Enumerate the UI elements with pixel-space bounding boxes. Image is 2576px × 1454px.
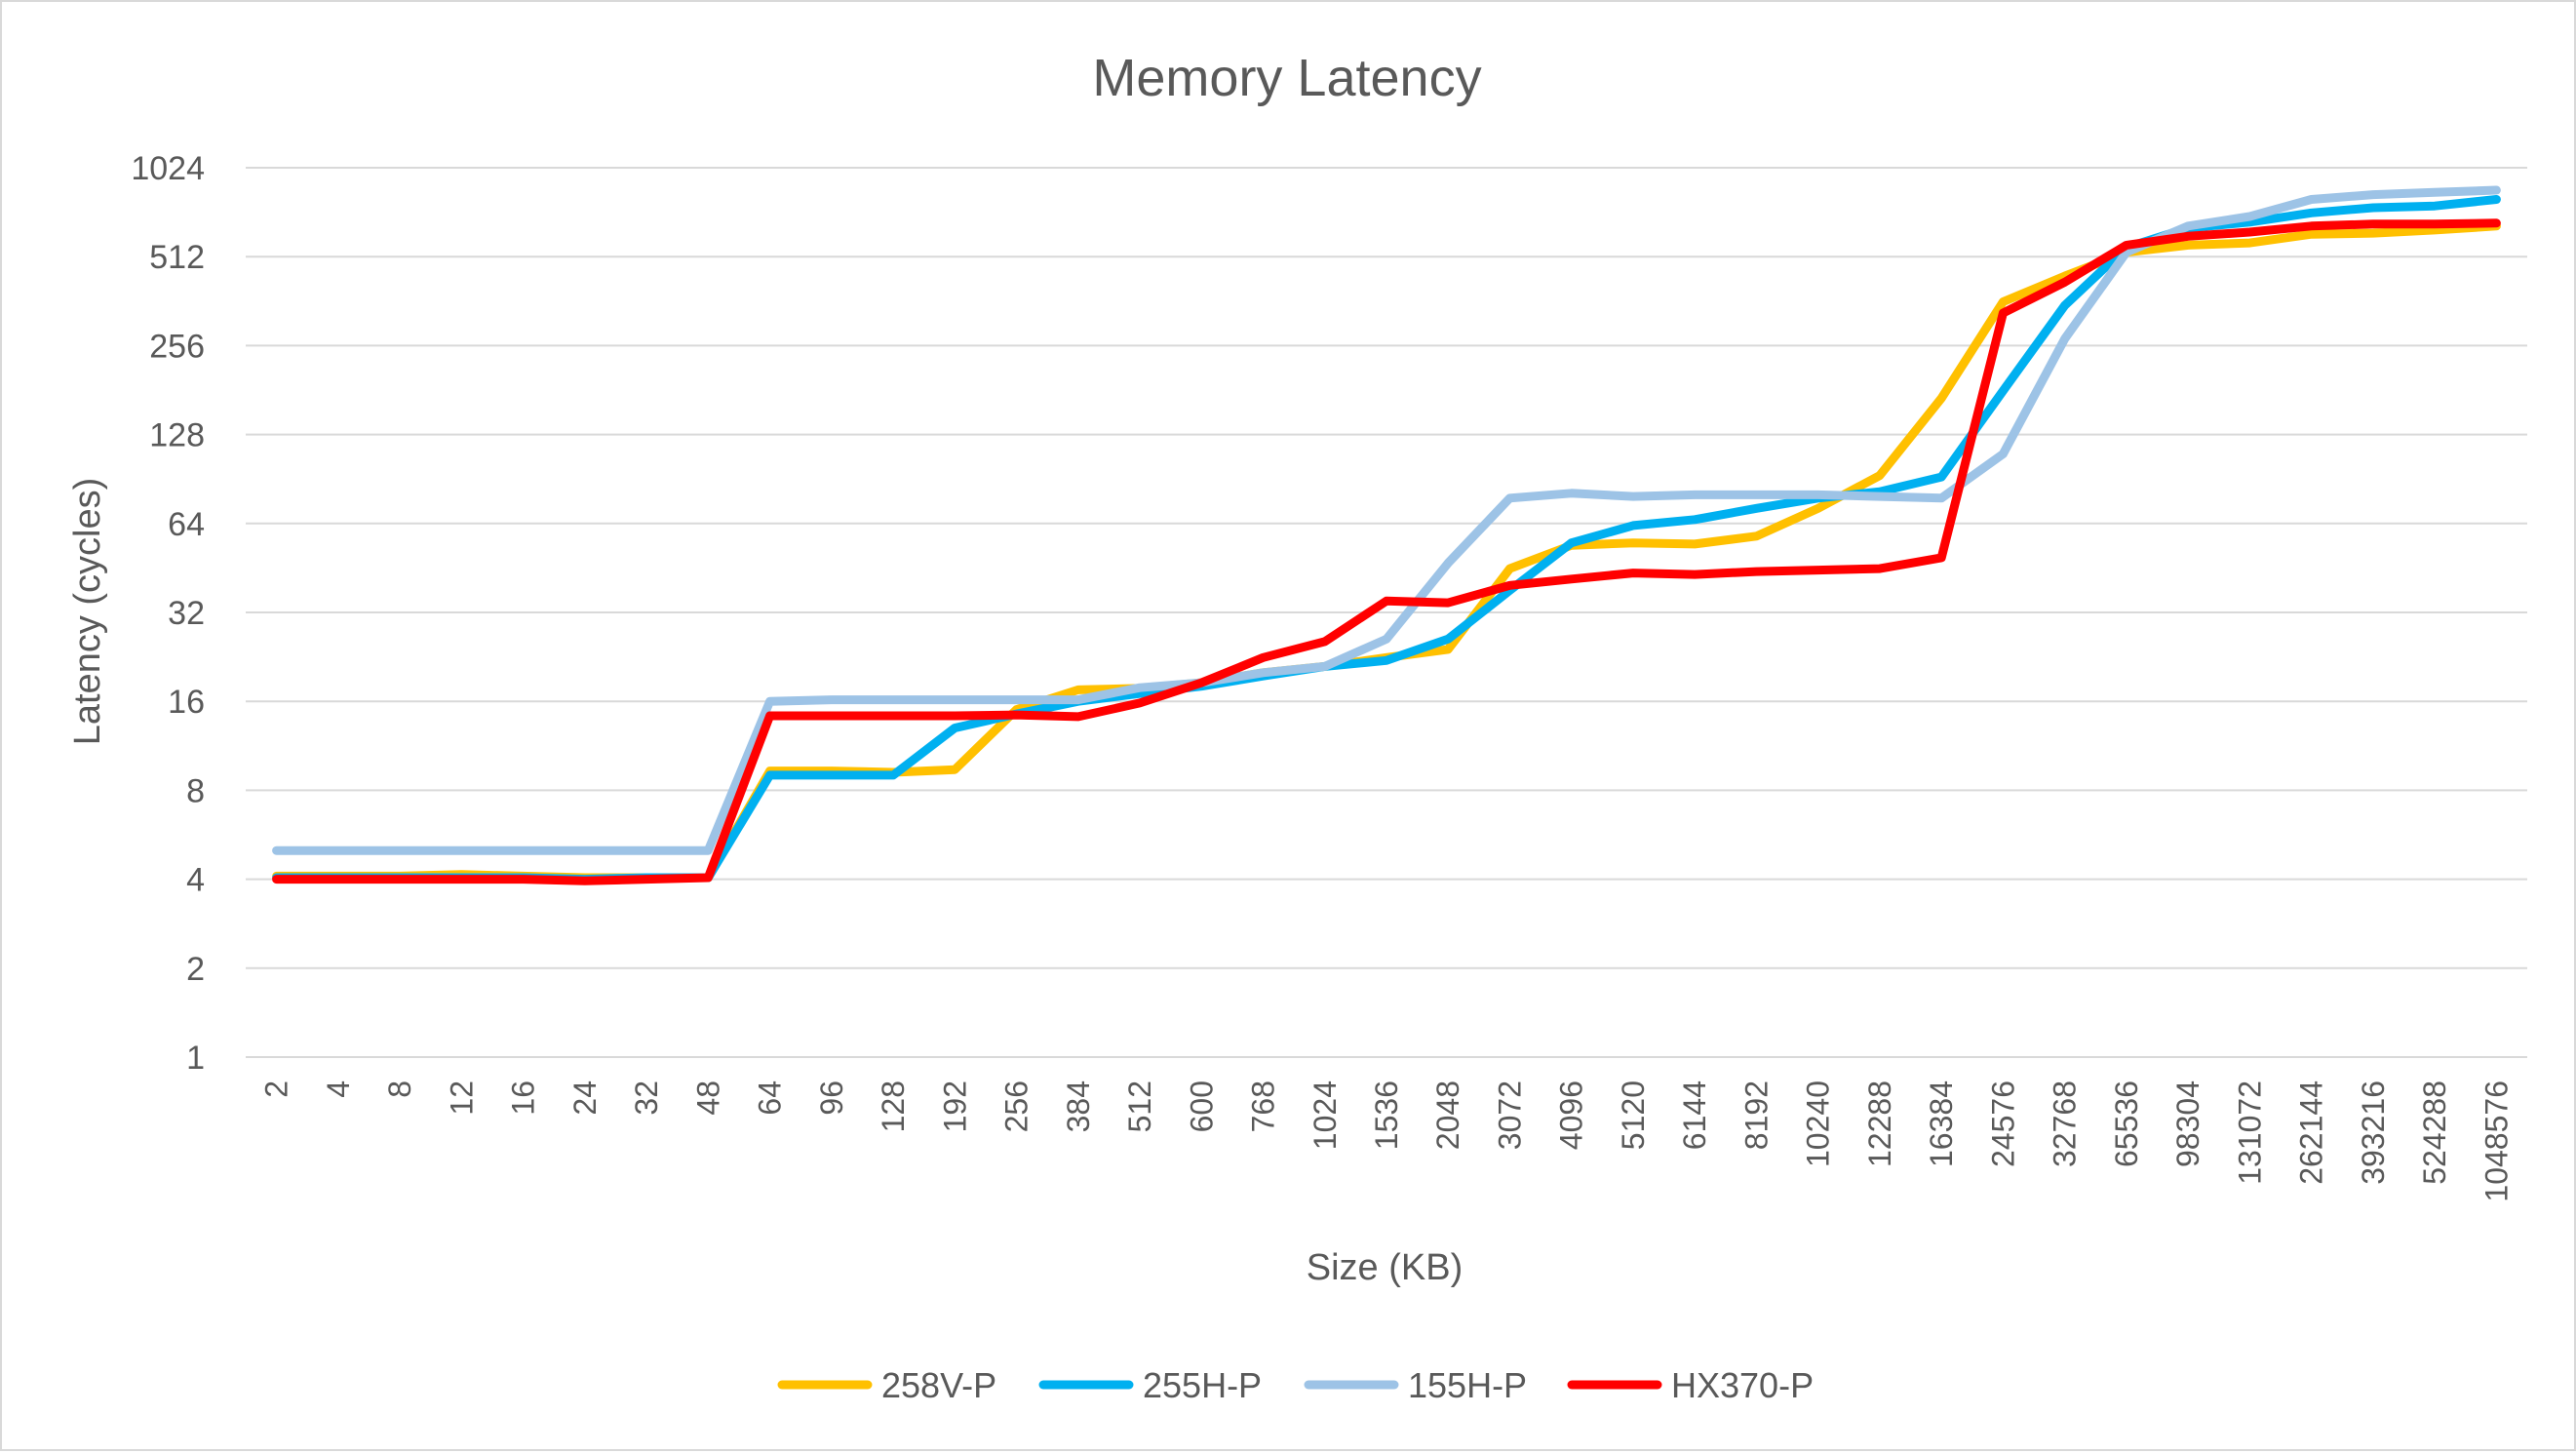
- y-tick-label: 4: [186, 862, 205, 899]
- x-tick-label: 384: [1061, 1081, 1096, 1132]
- x-axis-ticks: 2 4 8 12 16 24 32 48 64 96 128 192 256 384 512 600 768 10…: [259, 1081, 2515, 1202]
- y-tick-label: 16: [168, 684, 205, 721]
- x-tick-label: 4: [321, 1081, 356, 1098]
- x-tick-label: 262144: [2294, 1081, 2329, 1185]
- x-tick-label: 1048576: [2478, 1081, 2514, 1202]
- x-tick-label: 16: [506, 1081, 541, 1116]
- series-lines: [272, 185, 2501, 885]
- x-tick-label: 65536: [2109, 1081, 2144, 1167]
- legend-label: 258V-P: [881, 1365, 996, 1405]
- series-line-258v-p: [272, 221, 2501, 883]
- x-tick-label: 2048: [1430, 1081, 1465, 1150]
- x-tick-label: 96: [814, 1081, 849, 1116]
- y-tick-label: 1: [186, 1040, 205, 1077]
- series-line-hx370-p: [272, 218, 2501, 885]
- x-tick-label: 1536: [1369, 1081, 1404, 1150]
- y-tick-label: 128: [149, 417, 205, 454]
- x-tick-label: 98304: [2170, 1081, 2205, 1167]
- legend-label: 155H-P: [1408, 1365, 1527, 1405]
- x-tick-label: 600: [1184, 1081, 1219, 1132]
- y-tick-label: 256: [149, 328, 205, 365]
- chart-title: Memory Latency: [1092, 49, 1481, 107]
- x-tick-label: 24: [567, 1081, 603, 1116]
- y-tick-label: 512: [149, 239, 205, 276]
- legend: 258V-P 255H-P 155H-P HX370-P: [777, 1365, 1814, 1405]
- x-tick-label: 256: [999, 1081, 1034, 1132]
- y-tick-label: 8: [186, 772, 205, 809]
- x-tick-label: 524288: [2417, 1081, 2452, 1185]
- y-axis-ticks: 1 2 4 8 16 32 64 128 256 512 1024: [131, 150, 205, 1077]
- y-axis-label: Latency (cycles): [67, 478, 108, 746]
- y-tick-label: 32: [168, 595, 205, 632]
- x-tick-label: 768: [1246, 1081, 1281, 1132]
- x-tick-label: 2: [259, 1081, 294, 1098]
- series-line-155h-p: [272, 185, 2501, 855]
- x-tick-label: 12: [444, 1081, 479, 1116]
- x-tick-label: 4096: [1554, 1081, 1589, 1150]
- x-tick-label: 8192: [1738, 1081, 1774, 1150]
- x-tick-label: 16384: [1924, 1081, 1959, 1167]
- gridlines: [246, 167, 2527, 1058]
- x-tick-label: 64: [753, 1081, 788, 1116]
- x-tick-label: 32768: [2048, 1081, 2083, 1167]
- x-tick-label: 8: [382, 1081, 417, 1098]
- x-tick-label: 393216: [2356, 1081, 2391, 1185]
- x-tick-label: 48: [690, 1081, 725, 1116]
- x-tick-label: 3072: [1492, 1081, 1527, 1150]
- x-tick-label: 128: [876, 1081, 911, 1132]
- x-tick-label: 1024: [1308, 1081, 1343, 1150]
- series-line-255h-p: [272, 195, 2501, 884]
- x-tick-label: 24576: [1985, 1081, 2020, 1167]
- y-tick-label: 64: [168, 506, 205, 543]
- x-tick-label: 131072: [2232, 1081, 2267, 1185]
- legend-label: 255H-P: [1143, 1365, 1262, 1405]
- x-tick-label: 32: [629, 1081, 664, 1116]
- x-tick-label: 6144: [1677, 1081, 1712, 1150]
- x-axis-label: Size (KB): [1307, 1247, 1463, 1288]
- legend-label: HX370-P: [1671, 1365, 1814, 1405]
- x-tick-label: 5120: [1616, 1081, 1651, 1150]
- y-tick-label: 1024: [131, 150, 205, 187]
- x-tick-label: 512: [1122, 1081, 1157, 1132]
- x-tick-label: 12288: [1862, 1081, 1897, 1167]
- x-tick-label: 192: [937, 1081, 972, 1132]
- y-tick-label: 2: [186, 951, 205, 988]
- x-tick-label: 10240: [1801, 1081, 1836, 1167]
